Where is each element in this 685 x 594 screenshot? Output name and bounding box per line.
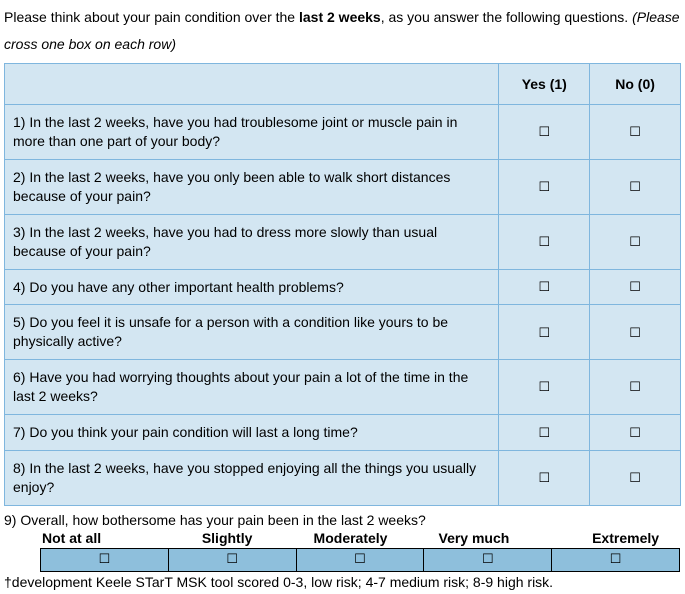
scale-row: ☐ ☐ ☐ ☐ ☐ xyxy=(41,548,680,571)
question-text: 3) In the last 2 weeks, have you had to … xyxy=(5,214,499,269)
scale-checkbox[interactable]: ☐ xyxy=(296,548,424,571)
table-row: 2) In the last 2 weeks, have you only be… xyxy=(5,159,681,214)
checkbox-yes[interactable]: ☐ xyxy=(499,305,590,360)
scale-label: Moderately xyxy=(289,530,412,546)
table-header-row: Yes (1) No (0) xyxy=(5,64,681,105)
question-text: 1) In the last 2 weeks, have you had tro… xyxy=(5,105,499,160)
checkbox-no[interactable]: ☐ xyxy=(590,105,681,160)
checkbox-yes[interactable]: ☐ xyxy=(499,214,590,269)
intro-bold: last 2 weeks xyxy=(299,9,381,25)
checkbox-yes[interactable]: ☐ xyxy=(499,105,590,160)
table-row: 7) Do you think your pain condition will… xyxy=(5,414,681,450)
table-row: 8) In the last 2 weeks, have you stopped… xyxy=(5,450,681,505)
scale-label: Very much xyxy=(412,530,535,546)
checkbox-no[interactable]: ☐ xyxy=(590,360,681,415)
intro-mid: , as you answer the following questions. xyxy=(381,9,632,25)
intro-text: Please think about your pain condition o… xyxy=(4,4,681,57)
table-row: 4) Do you have any other important healt… xyxy=(5,269,681,305)
question-text: 5) Do you feel it is unsafe for a person… xyxy=(5,305,499,360)
scale-checkbox[interactable]: ☐ xyxy=(424,548,552,571)
table-row: 5) Do you feel it is unsafe for a person… xyxy=(5,305,681,360)
question-text: 8) In the last 2 weeks, have you stopped… xyxy=(5,450,499,505)
checkbox-no[interactable]: ☐ xyxy=(590,450,681,505)
checkbox-yes[interactable]: ☐ xyxy=(499,450,590,505)
footnote: †development Keele STarT MSK tool scored… xyxy=(4,574,681,590)
question-text: 7) Do you think your pain condition will… xyxy=(5,414,499,450)
question-text: 6) Have you had worrying thoughts about … xyxy=(5,360,499,415)
scale-label: Extremely xyxy=(536,530,667,546)
scale-label: Slightly xyxy=(165,530,288,546)
scale-checkbox[interactable]: ☐ xyxy=(41,548,169,571)
checkbox-yes[interactable]: ☐ xyxy=(499,360,590,415)
header-no: No (0) xyxy=(590,64,681,105)
checkbox-yes[interactable]: ☐ xyxy=(499,414,590,450)
q9-label: 9) Overall, how bothersome has your pain… xyxy=(4,512,681,528)
table-row: 1) In the last 2 weeks, have you had tro… xyxy=(5,105,681,160)
q9-scale-labels: Not at all Slightly Moderately Very much… xyxy=(4,530,681,548)
questionnaire-table: Yes (1) No (0) 1) In the last 2 weeks, h… xyxy=(4,63,681,505)
question-text: 4) Do you have any other important healt… xyxy=(5,269,499,305)
question-text: 2) In the last 2 weeks, have you only be… xyxy=(5,159,499,214)
scale-checkbox[interactable]: ☐ xyxy=(168,548,296,571)
checkbox-no[interactable]: ☐ xyxy=(590,414,681,450)
scale-label: Not at all xyxy=(42,530,165,546)
header-yes: Yes (1) xyxy=(499,64,590,105)
header-blank xyxy=(5,64,499,105)
table-row: 6) Have you had worrying thoughts about … xyxy=(5,360,681,415)
q9-scale-table: ☐ ☐ ☐ ☐ ☐ xyxy=(40,548,680,572)
intro-pre: Please think about your pain condition o… xyxy=(4,9,299,25)
checkbox-yes[interactable]: ☐ xyxy=(499,269,590,305)
checkbox-no[interactable]: ☐ xyxy=(590,214,681,269)
checkbox-no[interactable]: ☐ xyxy=(590,305,681,360)
table-row: 3) In the last 2 weeks, have you had to … xyxy=(5,214,681,269)
checkbox-no[interactable]: ☐ xyxy=(590,159,681,214)
checkbox-no[interactable]: ☐ xyxy=(590,269,681,305)
scale-checkbox[interactable]: ☐ xyxy=(552,548,680,571)
checkbox-yes[interactable]: ☐ xyxy=(499,159,590,214)
